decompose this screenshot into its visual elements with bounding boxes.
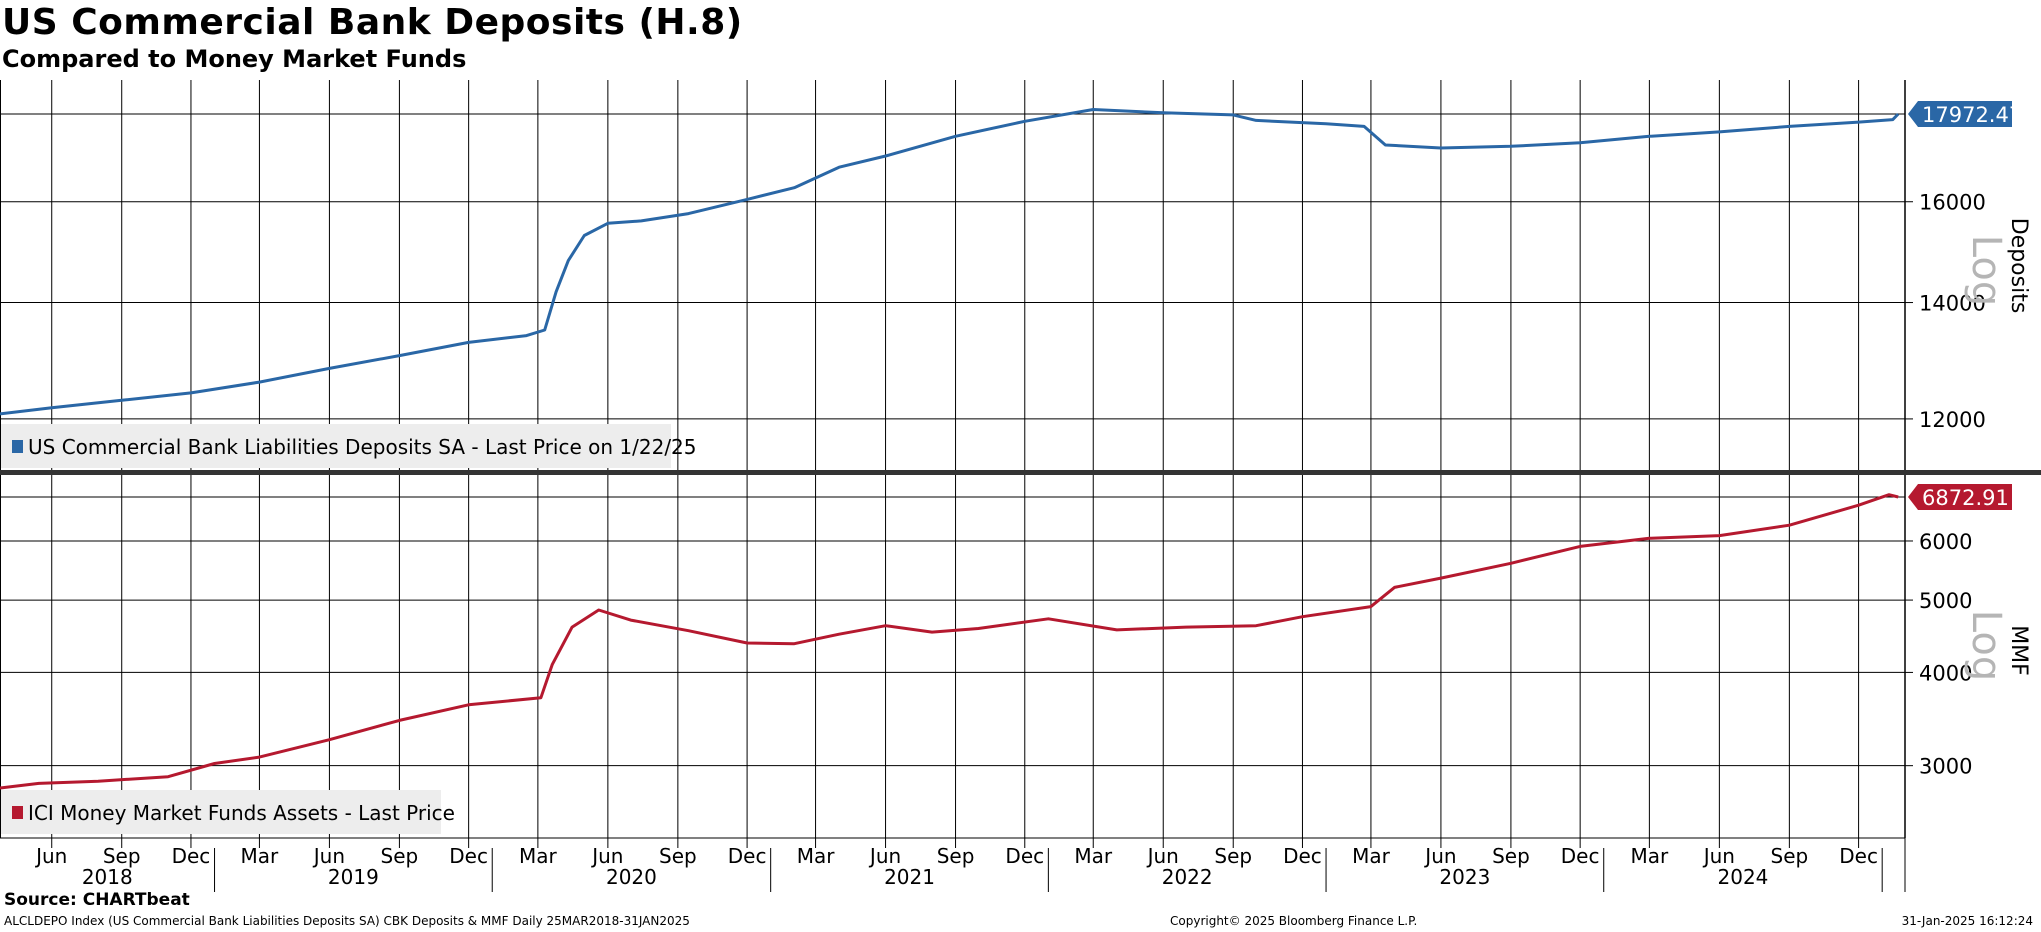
x-month-label: Sep xyxy=(1492,844,1530,868)
y-axis-label: MMF xyxy=(2006,625,2031,676)
x-month-label: Jun xyxy=(1146,844,1179,868)
x-month-label: Dec xyxy=(1839,844,1878,868)
deposits-series-line xyxy=(0,108,1900,416)
x-month-label: Dec xyxy=(1561,844,1600,868)
x-month-label: Mar xyxy=(519,844,558,868)
legend-label: US Commercial Bank Liabilities Deposits … xyxy=(28,435,697,459)
x-month-label: Sep xyxy=(381,844,419,868)
x-year-label: 2019 xyxy=(328,865,379,889)
y-tick-label: 5000 xyxy=(1919,589,1972,613)
legend-swatch xyxy=(12,440,23,453)
last-value-tag xyxy=(1908,483,2012,510)
panel-separator xyxy=(0,470,2041,475)
x-month-label: Mar xyxy=(1631,844,1670,868)
y-tick-label: 3000 xyxy=(1919,755,1972,779)
x-month-label: Mar xyxy=(241,844,280,868)
x-year-label: 2022 xyxy=(1162,865,1213,889)
last-value-label: 6872.91 xyxy=(1922,486,2009,510)
y-tick-label: 6000 xyxy=(1919,530,1972,554)
y-tick-label: 14000 xyxy=(1919,292,1986,316)
x-month-label: Dec xyxy=(1283,844,1322,868)
x-month-label: Sep xyxy=(1214,844,1252,868)
x-month-label: Dec xyxy=(728,844,767,868)
last-value-tag xyxy=(1908,100,2012,127)
y-tick-label: 12000 xyxy=(1919,408,1986,432)
y-tick-label: 4000 xyxy=(1919,661,1972,685)
x-month-label: Jun xyxy=(590,844,623,868)
legend-box xyxy=(1,424,671,468)
x-month-label: Sep xyxy=(659,844,697,868)
footer-copyright: Copyright© 2025 Bloomberg Finance L.P. xyxy=(1170,914,1418,928)
x-month-label: Jun xyxy=(312,844,345,868)
x-month-label: Mar xyxy=(797,844,836,868)
source-label: Source: CHARTbeat xyxy=(4,890,190,910)
mmf-series-line xyxy=(0,493,1899,790)
x-month-label: Jun xyxy=(868,844,901,868)
chart-subtitle: Compared to Money Market Funds xyxy=(2,45,467,73)
last-value-label: 17972.47 xyxy=(1922,103,2022,127)
log-scale-label: Log xyxy=(1963,610,2009,681)
footer-timestamp: 31-Jan-2025 16:12:24 xyxy=(1901,914,2033,928)
x-month-label: Dec xyxy=(449,844,488,868)
x-year-label: 2024 xyxy=(1718,865,1769,889)
footer-ticker-info: ALCLDEPO Index (US Commercial Bank Liabi… xyxy=(4,914,690,928)
x-month-label: Mar xyxy=(1352,844,1391,868)
x-month-label: Jun xyxy=(34,844,67,868)
x-month-label: Dec xyxy=(172,844,211,868)
x-month-label: Sep xyxy=(103,844,141,868)
y-axis-label: Deposits xyxy=(2006,218,2031,314)
x-month-label: Jun xyxy=(1423,844,1456,868)
x-month-label: Dec xyxy=(1005,844,1044,868)
legend-swatch xyxy=(12,806,23,819)
x-month-label: Jun xyxy=(1702,844,1735,868)
x-year-label: 2023 xyxy=(1439,865,1490,889)
legend-box xyxy=(1,790,441,834)
x-year-label: 2021 xyxy=(884,865,935,889)
x-month-label: Sep xyxy=(1771,844,1809,868)
x-month-label: Mar xyxy=(1074,844,1113,868)
x-year-label: 2020 xyxy=(606,865,657,889)
x-year-label: 2018 xyxy=(82,865,133,889)
log-scale-label: Log xyxy=(1963,235,2009,306)
y-tick-label: 16000 xyxy=(1919,191,1986,215)
legend-label: ICI Money Market Funds Assets - Last Pri… xyxy=(28,801,455,825)
chart-title: US Commercial Bank Deposits (H.8) xyxy=(2,2,743,43)
x-month-label: Sep xyxy=(937,844,975,868)
